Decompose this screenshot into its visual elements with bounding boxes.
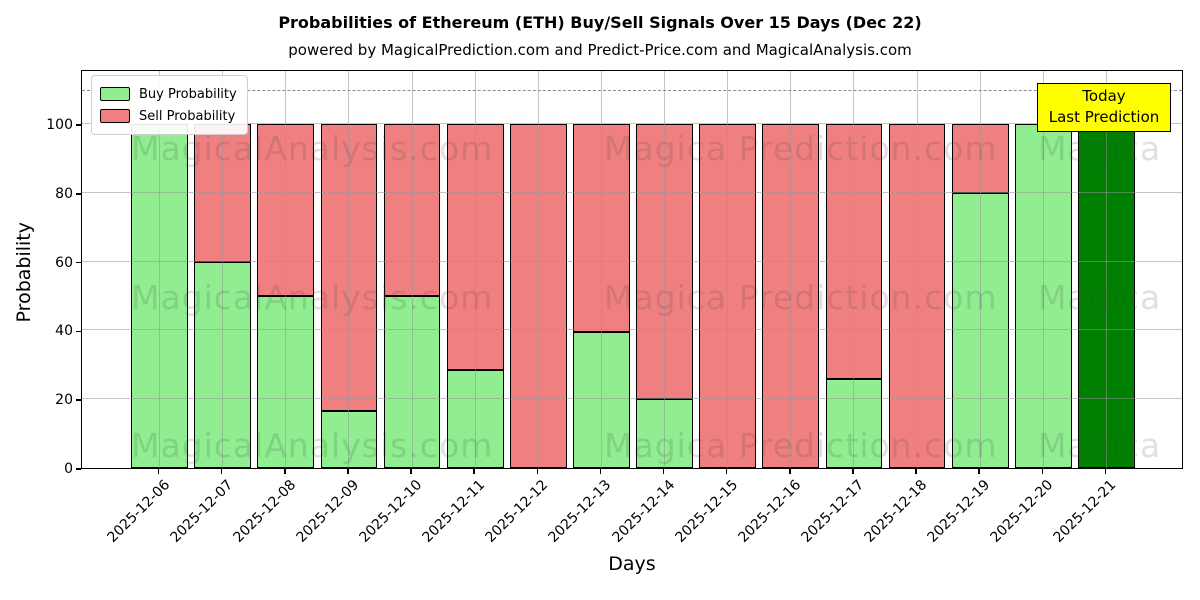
plot-area: Buy Probability Sell Probability Today La… (81, 70, 1183, 469)
x-tick-label-2025-12-11: 2025-12-11 (419, 477, 489, 546)
watermark-text: Magica (1038, 426, 1162, 465)
x-tick (220, 469, 223, 474)
chart-title: Probabilities of Ethereum (ETH) Buy/Sell… (278, 13, 922, 32)
watermark-text: MagicalAnalysis.com (131, 278, 494, 317)
watermark-text: Magica (1038, 278, 1162, 317)
gridline-x-2025-12-11 (474, 71, 476, 468)
gridline-x-2025-12-13 (600, 71, 602, 468)
x-tick-label-2025-12-08: 2025-12-08 (230, 477, 300, 546)
buy-swatch (100, 87, 130, 101)
x-tick (284, 469, 286, 474)
x-tick (1041, 469, 1044, 474)
gridline-x-2025-12-08 (285, 71, 287, 468)
today-annotation-line2: Last Prediction (1048, 108, 1160, 126)
watermark-text: Magica Prediction.com (604, 426, 998, 465)
sell-swatch (100, 109, 130, 123)
x-tick-label-2025-12-18: 2025-12-18 (861, 477, 931, 546)
gridline-x-2025-12-15 (727, 71, 729, 468)
gridline-y-100 (82, 123, 1182, 125)
x-tick (599, 469, 602, 474)
gridline-x-2025-12-09 (348, 71, 350, 468)
x-tick (662, 469, 665, 474)
x-tick (1104, 469, 1107, 474)
x-tick-label-2025-12-20: 2025-12-20 (987, 477, 1057, 546)
x-tick (915, 469, 917, 474)
watermark-text: MagicalAnalysis.com (131, 426, 494, 465)
watermark-text: Magica Prediction.com (604, 129, 998, 168)
chart-subtitle: powered by MagicalPrediction.com and Pre… (288, 41, 912, 59)
legend-label: Sell Probability (139, 108, 236, 124)
x-tick-label-2025-12-21: 2025-12-21 (1050, 477, 1120, 546)
x-tick (536, 469, 539, 474)
x-tick-label-2025-12-16: 2025-12-16 (735, 477, 805, 546)
legend-item-sell: Sell Probability (100, 105, 237, 127)
y-tick-label-0: 0 (64, 461, 73, 477)
watermark-text: Magica (1038, 129, 1162, 168)
x-tick (789, 469, 791, 474)
y-tick-label-80: 80 (55, 185, 73, 202)
x-tick (978, 469, 980, 474)
gridline-y-60 (82, 260, 1182, 262)
gridline-x-2025-12-20 (1042, 71, 1044, 468)
x-tick-label-2025-12-17: 2025-12-17 (798, 477, 868, 546)
y-tick-label-100: 100 (46, 117, 73, 134)
x-axis-title: Days (608, 553, 656, 575)
gridline-x-2025-12-21 (1105, 71, 1107, 468)
gridline-x-2025-12-12 (537, 71, 539, 468)
x-tick-label-2025-12-15: 2025-12-15 (672, 477, 742, 546)
gridline-y-20 (82, 398, 1182, 400)
x-tick (410, 469, 412, 474)
y-axis-title: Probability (13, 222, 35, 323)
gridline-x-2025-12-07 (222, 71, 224, 468)
x-tick-label-2025-12-06: 2025-12-06 (104, 477, 173, 546)
gridline-y-80 (82, 191, 1182, 193)
gridline-x-2025-12-19 (979, 71, 981, 468)
x-tick (725, 469, 728, 474)
x-tick-label-2025-12-19: 2025-12-19 (924, 477, 994, 546)
x-tick (157, 469, 160, 474)
x-tick (347, 469, 349, 474)
today-annotation: Today Last Prediction (1037, 83, 1171, 132)
gridline-y-40 (82, 329, 1182, 331)
y-tick-label-40: 40 (55, 323, 73, 340)
legend-label: Buy Probability (139, 86, 237, 102)
x-tick-label-2025-12-09: 2025-12-09 (293, 477, 363, 546)
gridline-x-2025-12-16 (790, 71, 792, 468)
legend-item-buy: Buy Probability (100, 83, 237, 105)
x-tick (852, 469, 854, 474)
y-tick-label-60: 60 (55, 254, 73, 271)
x-tick-label-2025-12-07: 2025-12-07 (167, 477, 237, 546)
today-annotation-line1: Today (1082, 87, 1126, 105)
x-tick-label-2025-12-12: 2025-12-12 (482, 477, 552, 546)
reference-line-110 (82, 89, 1182, 91)
x-tick-label-2025-12-10: 2025-12-10 (356, 477, 426, 546)
legend: Buy Probability Sell Probability (91, 75, 248, 135)
watermark-text: MagicalAnalysis.com (131, 129, 494, 168)
gridline-x-2025-12-18 (916, 71, 918, 468)
x-tick-label-2025-12-13: 2025-12-13 (545, 477, 615, 546)
gridline-x-2025-12-14 (664, 71, 666, 468)
gridline-x-2025-12-06 (159, 71, 161, 468)
watermark-text: Magica Prediction.com (604, 278, 998, 317)
x-tick-label-2025-12-14: 2025-12-14 (609, 477, 678, 546)
y-tick-label-20: 20 (55, 392, 73, 409)
x-tick (473, 469, 475, 474)
gridline-x-2025-12-17 (853, 71, 855, 468)
gridline-x-2025-12-10 (411, 71, 413, 468)
